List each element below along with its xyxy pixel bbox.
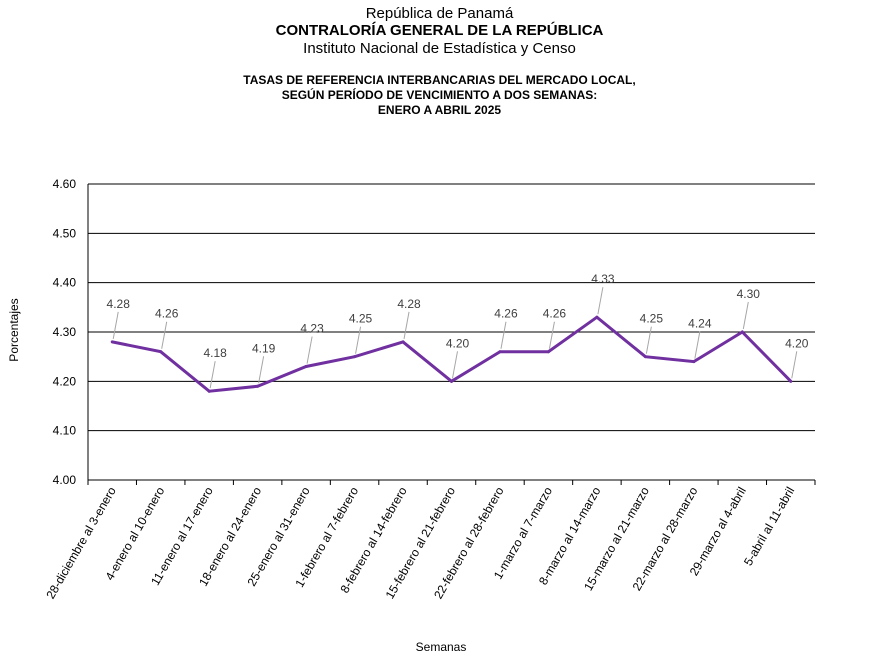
- data-point: [304, 365, 308, 369]
- data-point: [401, 340, 405, 344]
- chart-title-line-1: TASAS DE REFERENCIA INTERBANCARIAS DEL M…: [243, 73, 636, 87]
- leader-line: [112, 311, 119, 339]
- leader-line: [209, 361, 216, 389]
- data-point: [207, 389, 211, 393]
- leader-line: [161, 321, 168, 349]
- data-point: [789, 379, 793, 383]
- x-tick-label: 5-abril al 11-abril: [741, 485, 797, 569]
- y-tick-label: 4.30: [53, 325, 77, 339]
- leader-line: [403, 311, 410, 339]
- data-point: [740, 330, 744, 334]
- data-point: [110, 340, 114, 344]
- leader-line: [355, 326, 362, 354]
- data-point: [256, 384, 260, 388]
- leader-line: [548, 321, 555, 349]
- header-country: República de Panamá: [365, 5, 514, 22]
- data-label: 4.26: [543, 307, 567, 321]
- data-label: 4.28: [107, 297, 131, 311]
- header-department: Instituto Nacional de Estadística y Cens…: [303, 40, 576, 57]
- data-label: 4.26: [155, 307, 179, 321]
- chart-title-line-2: SEGÚN PERÍODO DE VENCIMIENTO A DOS SEMAN…: [281, 88, 598, 102]
- leader-line: [791, 351, 798, 379]
- data-point: [643, 355, 647, 359]
- y-tick-label: 4.40: [53, 276, 77, 290]
- leader-line: [694, 331, 701, 359]
- data-point: [450, 379, 453, 383]
- data-label: 4.20: [785, 336, 809, 350]
- data-point: [353, 355, 357, 359]
- y-tick-label: 4.10: [53, 424, 77, 438]
- x-tick-label: 28-diciembre al 3-enero: [43, 484, 119, 601]
- header-institution: CONTRALORÍA GENERAL DE LA REPÚBLICA: [275, 22, 604, 39]
- leader-line: [258, 356, 265, 384]
- data-point: [595, 315, 599, 319]
- data-point: [498, 350, 502, 354]
- y-tick-label: 4.20: [53, 374, 77, 388]
- data-label: 4.30: [737, 287, 761, 301]
- leader-line: [452, 351, 458, 379]
- leader-line: [500, 321, 507, 349]
- data-label: 4.28: [397, 297, 421, 311]
- leader-line: [645, 326, 652, 354]
- data-point: [546, 350, 550, 354]
- x-axis-title: Semanas: [416, 640, 467, 654]
- y-tick-label: 4.50: [53, 226, 77, 240]
- data-label: 4.20: [446, 336, 470, 350]
- leader-line: [597, 287, 604, 315]
- data-label: 4.24: [688, 317, 712, 331]
- data-label: 4.25: [640, 312, 664, 326]
- leader-line: [306, 336, 313, 364]
- leader-line: [742, 301, 749, 330]
- data-label: 4.23: [300, 322, 324, 336]
- data-point: [692, 360, 696, 364]
- data-label: 4.19: [252, 341, 276, 355]
- y-tick-label: 4.60: [53, 177, 77, 191]
- data-label: 4.33: [591, 272, 615, 286]
- data-label: 4.25: [349, 312, 373, 326]
- data-label: 4.26: [494, 307, 518, 321]
- y-axis-title: Porcentajes: [7, 298, 21, 361]
- data-point: [159, 350, 163, 354]
- y-tick-label: 4.00: [53, 473, 77, 487]
- chart-title-line-3: ENERO A ABRIL 2025: [377, 103, 502, 117]
- data-label: 4.18: [203, 346, 227, 360]
